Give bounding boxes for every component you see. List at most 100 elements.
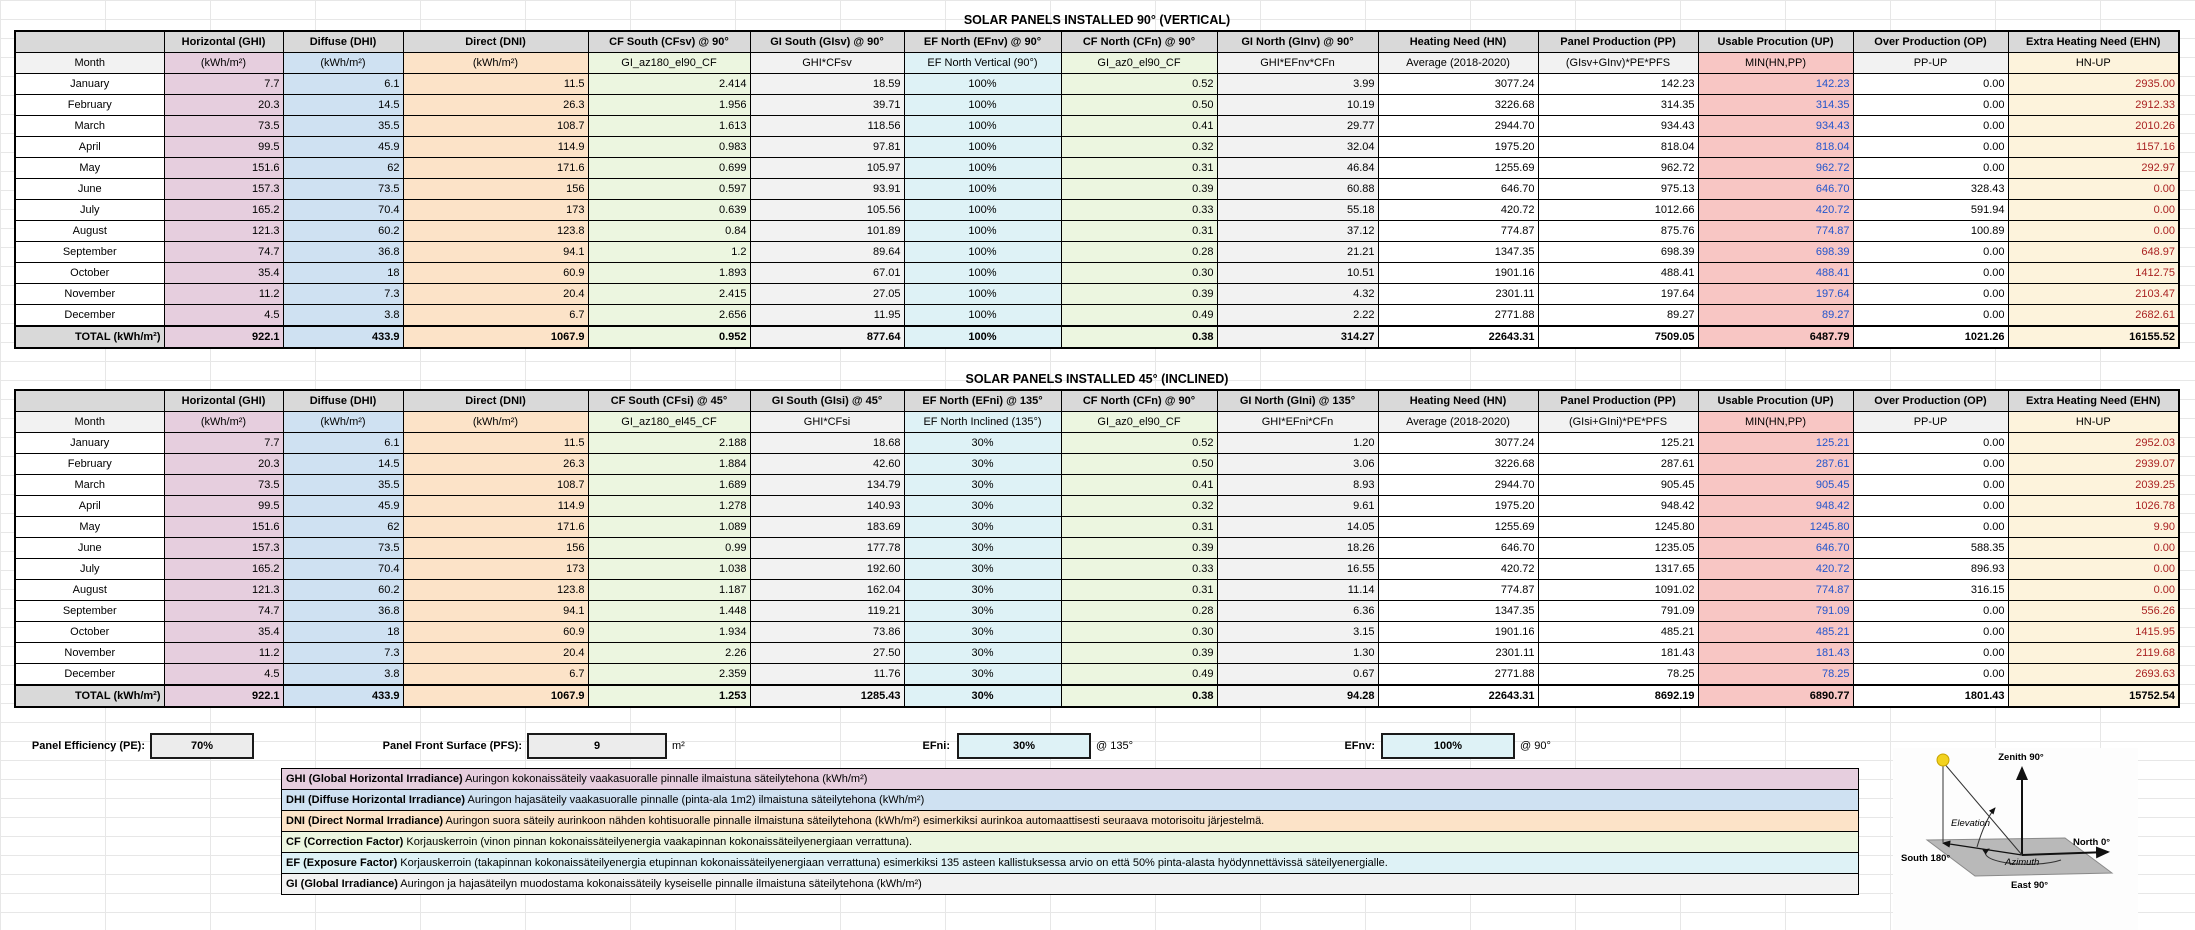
data-cell-pp[interactable]: 142.23 — [1537, 73, 1699, 95]
data-cell-efn[interactable]: 100% — [903, 178, 1062, 200]
unit-cell-ehn[interactable]: HN-UP — [2007, 52, 2180, 74]
unit-cell-ghi[interactable]: (kWh/m²) — [163, 411, 284, 433]
data-cell-ghi[interactable]: 157.3 — [163, 537, 284, 559]
data-cell-gis[interactable]: 105.97 — [749, 157, 905, 179]
column-header-month[interactable] — [14, 30, 165, 53]
unit-cell-dhi[interactable]: (kWh/m²) — [282, 52, 404, 74]
data-cell-dhi[interactable]: 35.5 — [282, 115, 404, 137]
month-cell[interactable]: December — [14, 304, 165, 327]
data-cell-hn[interactable]: 3226.68 — [1377, 94, 1539, 116]
data-cell-ehn[interactable]: 0.00 — [2007, 178, 2180, 200]
column-header-gin[interactable]: GI North (GInv) @ 90° — [1216, 30, 1379, 53]
unit-cell-hn[interactable]: Average (2018-2020) — [1377, 52, 1539, 74]
total-cell-ehn[interactable]: 16155.52 — [2007, 325, 2180, 349]
column-header-gis[interactable]: GI South (GIsi) @ 45° — [749, 389, 905, 412]
data-cell-dni[interactable]: 94.1 — [402, 600, 589, 622]
month-cell[interactable]: May — [14, 516, 165, 538]
data-cell-ehn[interactable]: 2939.07 — [2007, 453, 2180, 475]
data-cell-dni[interactable]: 123.8 — [402, 220, 589, 242]
data-cell-gis[interactable]: 119.21 — [749, 600, 905, 622]
data-cell-gin[interactable]: 18.26 — [1216, 537, 1379, 559]
data-cell-gin[interactable]: 37.12 — [1216, 220, 1379, 242]
data-cell-up[interactable]: 791.09 — [1697, 600, 1854, 622]
data-cell-efn[interactable]: 30% — [903, 621, 1062, 643]
data-cell-cfn[interactable]: 0.33 — [1060, 558, 1218, 580]
unit-cell-month[interactable]: Month — [14, 52, 165, 74]
data-cell-cfs[interactable]: 2.26 — [587, 642, 751, 664]
total-cell-up[interactable]: 6890.77 — [1697, 684, 1854, 708]
data-cell-gis[interactable]: 183.69 — [749, 516, 905, 538]
data-cell-pp[interactable]: 905.45 — [1537, 474, 1699, 496]
data-cell-ehn[interactable]: 0.00 — [2007, 220, 2180, 242]
data-cell-efn[interactable]: 100% — [903, 241, 1062, 263]
data-cell-dni[interactable]: 20.4 — [402, 283, 589, 305]
data-cell-pp[interactable]: 975.13 — [1537, 178, 1699, 200]
month-cell[interactable]: June — [14, 178, 165, 200]
data-cell-gis[interactable]: 192.60 — [749, 558, 905, 580]
total-cell-cfn[interactable]: 0.38 — [1060, 684, 1218, 708]
unit-cell-dni[interactable]: (kWh/m²) — [402, 52, 589, 74]
efnv-input[interactable]: 100% — [1381, 733, 1515, 759]
unit-cell-cfn[interactable]: GI_az0_el90_CF — [1060, 411, 1218, 433]
column-header-ehn[interactable]: Extra Heating Need (EHN) — [2007, 389, 2180, 412]
data-cell-gin[interactable]: 29.77 — [1216, 115, 1379, 137]
data-cell-hn[interactable]: 774.87 — [1377, 220, 1539, 242]
data-cell-ghi[interactable]: 11.2 — [163, 283, 284, 305]
total-label-cell[interactable]: TOTAL (kWh/m²) — [14, 684, 165, 708]
data-cell-pp[interactable]: 89.27 — [1537, 304, 1699, 327]
unit-cell-dni[interactable]: (kWh/m²) — [402, 411, 589, 433]
data-cell-ehn[interactable]: 2119.68 — [2007, 642, 2180, 664]
total-cell-cfs[interactable]: 0.952 — [587, 325, 751, 349]
data-cell-gin[interactable]: 3.99 — [1216, 73, 1379, 95]
data-cell-up[interactable]: 962.72 — [1697, 157, 1854, 179]
data-cell-op[interactable]: 0.00 — [1852, 600, 2009, 622]
data-cell-cfs[interactable]: 0.99 — [587, 537, 751, 559]
data-cell-op[interactable]: 0.00 — [1852, 241, 2009, 263]
data-cell-efn[interactable]: 30% — [903, 474, 1062, 496]
data-cell-dni[interactable]: 26.3 — [402, 453, 589, 475]
total-cell-ehn[interactable]: 15752.54 — [2007, 684, 2180, 708]
month-cell[interactable]: January — [14, 432, 165, 454]
data-cell-hn[interactable]: 1901.16 — [1377, 621, 1539, 643]
data-cell-dni[interactable]: 60.9 — [402, 262, 589, 284]
data-cell-cfn[interactable]: 0.30 — [1060, 621, 1218, 643]
unit-cell-pp[interactable]: (GIsv+GInv)*PE*PFS — [1537, 52, 1699, 74]
data-cell-cfs[interactable]: 1.187 — [587, 579, 751, 601]
data-cell-ghi[interactable]: 4.5 — [163, 304, 284, 327]
month-cell[interactable]: May — [14, 157, 165, 179]
data-cell-ehn[interactable]: 1026.78 — [2007, 495, 2180, 517]
data-cell-ghi[interactable]: 165.2 — [163, 558, 284, 580]
data-cell-gis[interactable]: 118.56 — [749, 115, 905, 137]
data-cell-ghi[interactable]: 11.2 — [163, 642, 284, 664]
unit-cell-op[interactable]: PP-UP — [1852, 411, 2009, 433]
data-cell-up[interactable]: 934.43 — [1697, 115, 1854, 137]
data-cell-dhi[interactable]: 62 — [282, 516, 404, 538]
data-cell-hn[interactable]: 420.72 — [1377, 558, 1539, 580]
data-cell-gin[interactable]: 8.93 — [1216, 474, 1379, 496]
data-cell-dni[interactable]: 26.3 — [402, 94, 589, 116]
data-cell-cfs[interactable]: 0.84 — [587, 220, 751, 242]
data-cell-cfs[interactable]: 1.689 — [587, 474, 751, 496]
data-cell-up[interactable]: 818.04 — [1697, 136, 1854, 158]
data-cell-dhi[interactable]: 60.2 — [282, 579, 404, 601]
data-cell-hn[interactable]: 2301.11 — [1377, 642, 1539, 664]
month-cell[interactable]: November — [14, 642, 165, 664]
data-cell-hn[interactable]: 1255.69 — [1377, 157, 1539, 179]
month-cell[interactable]: March — [14, 474, 165, 496]
total-cell-up[interactable]: 6487.79 — [1697, 325, 1854, 349]
data-cell-op[interactable]: 0.00 — [1852, 495, 2009, 517]
total-cell-dhi[interactable]: 433.9 — [282, 325, 404, 349]
column-header-dni[interactable]: Direct (DNI) — [402, 30, 589, 53]
data-cell-ehn[interactable]: 2935.00 — [2007, 73, 2180, 95]
month-cell[interactable]: June — [14, 537, 165, 559]
data-cell-ghi[interactable]: 74.7 — [163, 241, 284, 263]
data-cell-cfn[interactable]: 0.31 — [1060, 516, 1218, 538]
data-cell-dhi[interactable]: 14.5 — [282, 94, 404, 116]
data-cell-dhi[interactable]: 73.5 — [282, 537, 404, 559]
data-cell-ehn[interactable]: 0.00 — [2007, 537, 2180, 559]
data-cell-gin[interactable]: 4.32 — [1216, 283, 1379, 305]
data-cell-cfn[interactable]: 0.52 — [1060, 73, 1218, 95]
data-cell-dhi[interactable]: 35.5 — [282, 474, 404, 496]
data-cell-ghi[interactable]: 165.2 — [163, 199, 284, 221]
data-cell-ghi[interactable]: 74.7 — [163, 600, 284, 622]
